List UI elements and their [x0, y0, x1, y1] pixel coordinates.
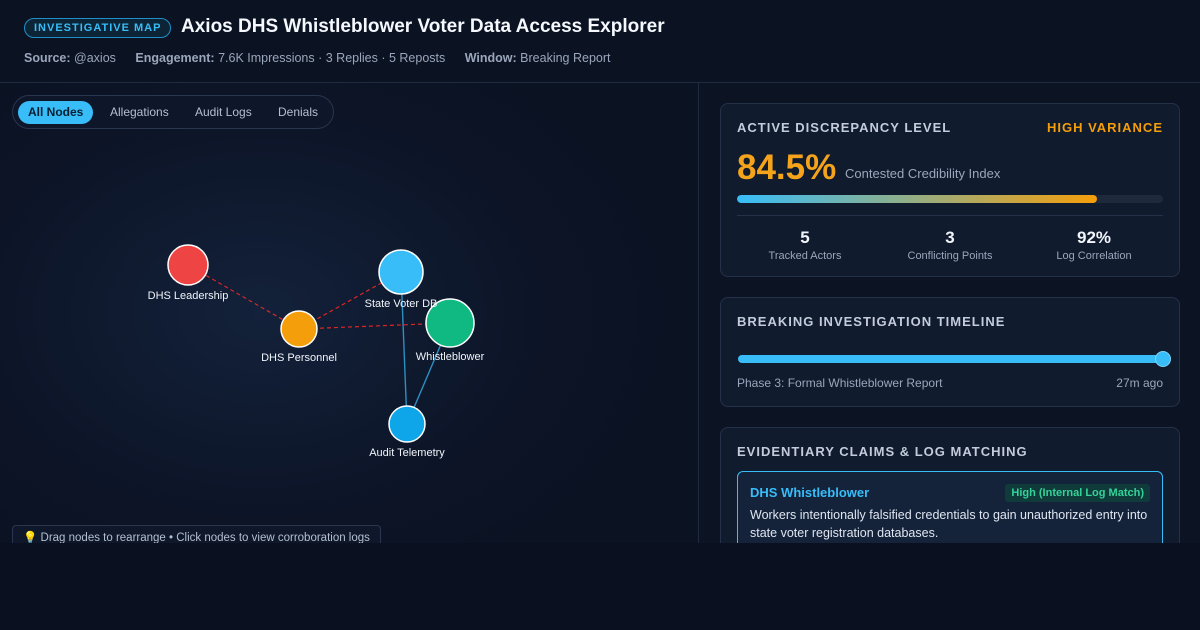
edge-leadership-personnel [187, 264, 300, 330]
claim-confidence-badge: High (Internal Log Match) [1005, 484, 1150, 502]
source-label: Source: [24, 51, 71, 65]
credibility-percent: 84.5% [737, 148, 837, 187]
engagement-value: 7.6K Impressions · 3 Replies · 5 Reposts [218, 51, 446, 65]
claim-item[interactable]: DHS Whistleblower High (Internal Log Mat… [737, 471, 1163, 543]
timeline-card: BREAKING INVESTIGATION TIMELINE Phase 3:… [720, 297, 1180, 407]
filter-tabs: All Nodes Allegations Audit Logs Denials [12, 95, 334, 129]
stat-value: 92% [1076, 228, 1112, 247]
timeline-phase: Phase 3: Formal Whistleblower Report [737, 376, 943, 390]
node-whistleblower[interactable] [425, 298, 475, 348]
page-header: INVESTIGATIVE MAP Axios DHS Whistleblowe… [0, 0, 1200, 83]
stat-label: Log Correlation [1056, 250, 1132, 262]
claim-source: DHS Whistleblower [750, 485, 870, 500]
details-panel: ACTIVE DISCREPANCY LEVEL HIGH VARIANCE 8… [700, 83, 1200, 543]
stat-label: Conflicting Points [907, 250, 993, 262]
stat-tracked-actors: 5 Tracked Actors [735, 228, 875, 262]
meta-row: Source: @axios Engagement: 7.6K Impressi… [24, 51, 627, 65]
window-label: Window: [464, 51, 517, 65]
node-voterdb[interactable] [378, 249, 424, 295]
node-label-leadership: DHS Leadership [147, 290, 229, 302]
timeline-slider[interactable] [738, 355, 1163, 363]
claims-card: EVIDENTIARY CLAIMS & LOG MATCHING DHS Wh… [720, 427, 1180, 543]
edge-personnel-voterdb [298, 271, 402, 330]
node-label-whistleblower: Whistleblower [415, 351, 485, 363]
filter-audit-logs[interactable]: Audit Logs [195, 105, 252, 119]
engagement-label: Engagement: [135, 51, 215, 65]
timeline-timestamp: 27m ago [1116, 376, 1163, 390]
stat-value: 3 [945, 228, 955, 247]
stat-log-correlation: 92% Log Correlation [1024, 228, 1164, 262]
filter-all-nodes[interactable]: All Nodes [18, 101, 94, 124]
map-hint: 💡 Drag nodes to rearrange • Click nodes … [12, 525, 381, 543]
node-label-audit: Audit Telemetry [369, 447, 445, 459]
node-audit[interactable] [388, 405, 426, 443]
credibility-bar-fill [737, 195, 1097, 203]
page-title: Axios DHS Whistleblower Voter Data Acces… [181, 16, 665, 37]
filter-denials[interactable]: Denials [278, 105, 319, 119]
network-map-panel: DHS Leadership DHS Personnel State Voter D… [0, 83, 699, 543]
credibility-bar [737, 195, 1163, 203]
timeline-slider-thumb[interactable] [1155, 351, 1171, 367]
stat-conflicting-points: 3 Conflicting Points [880, 228, 1020, 262]
network-graph [167, 244, 475, 443]
variance-badge: HIGH VARIANCE [1046, 120, 1163, 135]
meta-engagement: Engagement: 7.6K Impressions · 3 Replies… [135, 51, 445, 65]
node-label-personnel: DHS Personnel [261, 352, 337, 364]
source-value: @axios [74, 51, 116, 65]
divider [737, 215, 1163, 216]
stat-value: 5 [800, 228, 810, 247]
node-personnel[interactable] [280, 310, 318, 348]
node-leadership[interactable] [167, 244, 209, 286]
category-badge: INVESTIGATIVE MAP [24, 18, 172, 38]
edge-voterdb-audit [400, 271, 408, 425]
filter-allegations[interactable]: Allegations [110, 105, 169, 119]
node-label-voterdb: State Voter DB [364, 298, 438, 310]
stat-label: Tracked Actors [768, 250, 842, 262]
discrepancy-title: ACTIVE DISCREPANCY LEVEL [737, 120, 952, 135]
credibility-caption: Contested Credibility Index [845, 166, 1001, 181]
claims-title: EVIDENTIARY CLAIMS & LOG MATCHING [737, 444, 1028, 459]
claim-text: Workers intentionally falsified credenti… [750, 508, 1148, 540]
app-frame: INVESTIGATIVE MAP Axios DHS Whistleblowe… [0, 0, 1200, 543]
meta-window: Window: Breaking Report [465, 51, 611, 65]
meta-source: Source: @axios [24, 51, 116, 65]
window-value: Breaking Report [520, 51, 611, 65]
discrepancy-card: ACTIVE DISCREPANCY LEVEL HIGH VARIANCE 8… [720, 103, 1180, 277]
timeline-title: BREAKING INVESTIGATION TIMELINE [737, 314, 1006, 329]
